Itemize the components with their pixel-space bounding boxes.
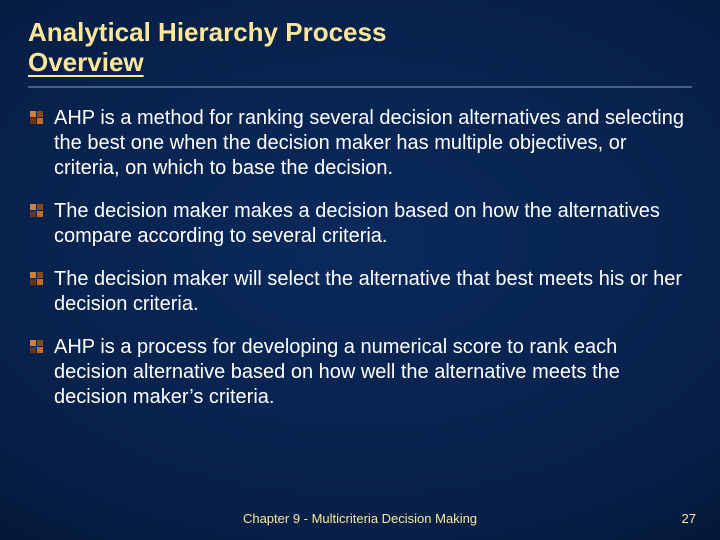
square-bullet-icon (30, 272, 44, 286)
list-item: AHP is a method for ranking several deci… (30, 106, 686, 181)
bullet-list: AHP is a method for ranking several deci… (28, 106, 692, 410)
list-item: The decision maker makes a decision base… (30, 199, 686, 249)
list-item: AHP is a process for developing a numeri… (30, 335, 686, 410)
bullet-text: AHP is a method for ranking several deci… (54, 106, 686, 181)
footer-chapter: Chapter 9 - Multicriteria Decision Makin… (0, 511, 720, 526)
bullet-text: The decision maker makes a decision base… (54, 199, 686, 249)
title-block: Analytical Hierarchy Process Overview (28, 18, 692, 78)
title-divider (28, 86, 692, 88)
bullet-text: The decision maker will select the alter… (54, 267, 686, 317)
square-bullet-icon (30, 340, 44, 354)
slide: Analytical Hierarchy Process Overview AH… (0, 0, 720, 540)
title-line-2: Overview (28, 47, 144, 77)
list-item: The decision maker will select the alter… (30, 267, 686, 317)
bullet-text: AHP is a process for developing a numeri… (54, 335, 686, 410)
square-bullet-icon (30, 111, 44, 125)
page-number: 27 (682, 511, 696, 526)
square-bullet-icon (30, 204, 44, 218)
title-line-1: Analytical Hierarchy Process (28, 18, 692, 48)
